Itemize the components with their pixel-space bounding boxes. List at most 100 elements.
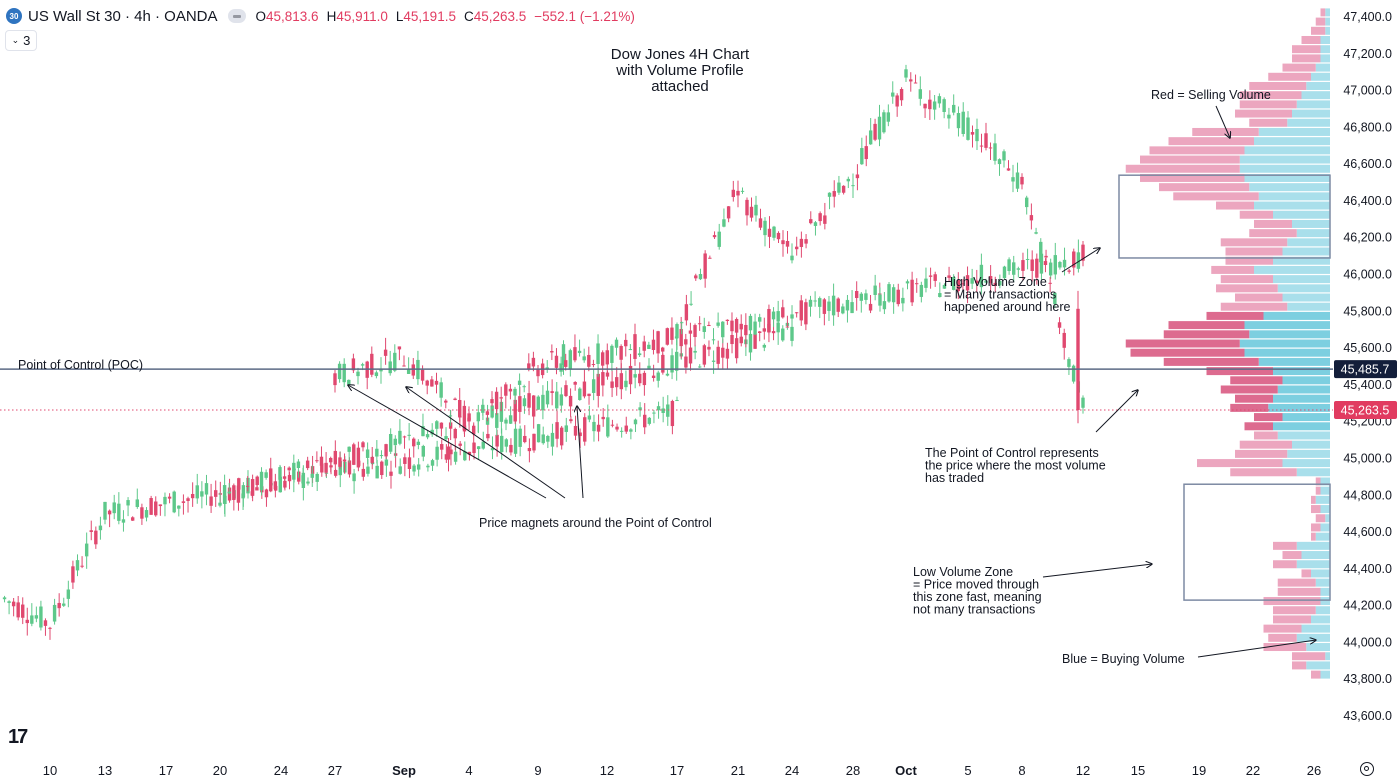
- low-volume-zone-annotation: = Price moved through: [913, 578, 1039, 592]
- candle-body: [942, 284, 947, 289]
- vp-buy-bar: [1320, 54, 1330, 63]
- candle-body: [716, 322, 720, 326]
- vp-buy-bar: [1320, 505, 1330, 514]
- candle-body: [347, 446, 351, 452]
- candle-body: [370, 353, 374, 375]
- candle-body: [965, 275, 970, 291]
- candle-body: [449, 449, 453, 455]
- annotation-arrow: [1042, 564, 1152, 578]
- candle-body: [799, 238, 804, 247]
- candle-body: [462, 405, 467, 430]
- vp-sell-bar: [1254, 413, 1283, 422]
- candle-body: [918, 89, 923, 99]
- candle-body: [163, 496, 167, 505]
- candle-body: [1006, 168, 1011, 171]
- candle-body: [7, 601, 11, 603]
- vp-buy-bar: [1258, 127, 1330, 136]
- candle-body: [1015, 172, 1020, 189]
- price-tick-label: 44,800.0: [1343, 488, 1392, 502]
- visibility-toggle-icon[interactable]: [227, 9, 246, 23]
- candle-body: [476, 446, 481, 450]
- vp-sell-bar: [1235, 293, 1283, 302]
- candle-body: [71, 566, 75, 583]
- candle-body: [467, 417, 471, 422]
- candle-body: [310, 473, 314, 478]
- vp-sell-bar: [1216, 201, 1254, 210]
- settings-icon[interactable]: [1360, 762, 1374, 776]
- vp-sell-bar: [1249, 229, 1297, 238]
- vp-sell-bar: [1192, 127, 1259, 136]
- candle-body: [112, 502, 116, 514]
- candle-body: [1071, 365, 1076, 382]
- candle-body: [899, 89, 904, 101]
- candle-body: [509, 444, 513, 453]
- candle-body: [740, 190, 745, 192]
- vp-buy-bar: [1296, 541, 1330, 550]
- vp-sell-bar: [1130, 348, 1245, 357]
- candle-body: [619, 346, 623, 360]
- candle-body: [214, 490, 218, 497]
- vp-buy-bar: [1263, 311, 1330, 320]
- candle-body: [1072, 251, 1076, 268]
- price-tick-label: 44,400.0: [1343, 562, 1392, 576]
- candle-body: [1002, 266, 1007, 279]
- candle-body: [966, 117, 970, 140]
- candle-body: [513, 428, 518, 454]
- candle-body: [360, 364, 365, 366]
- vp-sell-bar: [1263, 624, 1302, 633]
- vp-sell-bar: [1273, 560, 1297, 569]
- candle-body: [891, 287, 896, 303]
- candle-body: [1062, 259, 1067, 268]
- vp-buy-bar: [1292, 440, 1330, 449]
- candle-body: [822, 299, 827, 314]
- vp-sell-bar: [1292, 54, 1321, 63]
- time-tick-label: 15: [1131, 763, 1145, 778]
- high-value: 45,911.0: [336, 8, 388, 24]
- candle-body: [241, 493, 245, 499]
- candle-body: [573, 347, 577, 361]
- vp-buy-bar: [1287, 449, 1330, 458]
- vp-buy-bar: [1268, 403, 1330, 412]
- price-tick-label: 45,800.0: [1343, 304, 1392, 318]
- vp-buy-bar: [1258, 357, 1330, 366]
- candle-body: [499, 397, 503, 399]
- candle-body: [637, 353, 642, 356]
- candle-body: [34, 615, 39, 619]
- candle-body: [564, 425, 568, 432]
- candle-body: [702, 326, 706, 332]
- vp-sell-bar: [1268, 633, 1297, 642]
- candle-body: [864, 293, 868, 300]
- tradingview-logo-icon[interactable]: 17: [8, 726, 28, 748]
- vp-buy-bar: [1311, 615, 1330, 624]
- candle-body: [596, 424, 601, 432]
- candle-body: [776, 311, 780, 322]
- candle-body: [75, 560, 80, 571]
- vp-buy-bar: [1254, 137, 1330, 146]
- candle-body: [453, 428, 457, 439]
- candle-body: [1030, 259, 1034, 271]
- vp-buy-bar: [1320, 45, 1330, 54]
- candle-body: [924, 278, 928, 288]
- vp-sell-bar: [1239, 440, 1292, 449]
- vp-sell-bar: [1277, 587, 1321, 596]
- candle-body: [402, 365, 406, 367]
- candle-body: [278, 467, 282, 480]
- vp-buy-bar: [1320, 486, 1330, 495]
- symbol-title[interactable]: US Wall St 30 · 4h · OANDA: [28, 7, 218, 25]
- candle-body: [711, 339, 716, 341]
- candle-body: [444, 436, 448, 440]
- candle-body: [1081, 397, 1085, 408]
- high-volume-zone-box: [1118, 174, 1331, 259]
- vp-sell-bar: [1168, 321, 1245, 330]
- candle-body: [439, 422, 444, 429]
- candle-body: [689, 303, 693, 305]
- indicators-collapse-button[interactable]: ⌄ 3: [5, 30, 37, 51]
- candle-body: [799, 300, 803, 321]
- candle-body: [1048, 262, 1053, 276]
- candle-body: [259, 471, 264, 491]
- annotation-arrow: [1061, 248, 1100, 273]
- candle-body: [628, 365, 633, 385]
- symbol-badge-icon[interactable]: 30: [6, 8, 22, 24]
- vp-sell-bar: [1173, 192, 1259, 201]
